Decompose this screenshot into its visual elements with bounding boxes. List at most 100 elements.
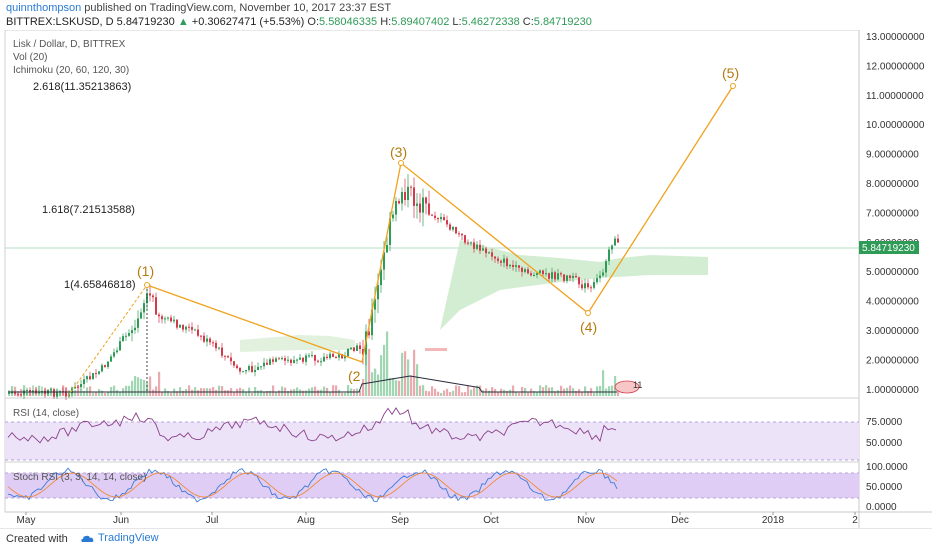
price-axis[interactable]: 13.00000000 12.00000000 11.00000000 10.0000… xyxy=(866,32,925,396)
candle-body xyxy=(584,283,586,289)
candle-body xyxy=(416,203,418,206)
volume-bar xyxy=(608,386,611,396)
volume-bar xyxy=(446,388,449,396)
volume-bar xyxy=(341,392,344,396)
wave-1-dashed-line[interactable] xyxy=(67,284,148,397)
volume-bar xyxy=(476,385,479,396)
wave-1-label: (1) xyxy=(137,263,154,279)
candle-body xyxy=(413,187,415,206)
candle-body xyxy=(122,336,124,342)
symbol: BITTREX:LSKUSD, D xyxy=(6,16,114,28)
candle-body xyxy=(437,217,439,220)
candle-body xyxy=(524,269,526,272)
tradingview-link[interactable]: TradingView xyxy=(80,532,159,544)
volume-bar xyxy=(575,390,578,396)
candle-body xyxy=(317,360,319,362)
volume-bar xyxy=(470,389,473,396)
wave-5-point[interactable] xyxy=(730,83,736,89)
publish-info: quinnthompson published on TradingView.c… xyxy=(6,2,391,14)
volume-bar xyxy=(587,391,590,396)
candle-body xyxy=(338,354,340,358)
candle-body xyxy=(380,269,382,286)
cloud-green xyxy=(240,335,355,352)
volume-bar xyxy=(518,392,521,396)
candle-body xyxy=(245,370,247,372)
volume-bar xyxy=(539,385,542,396)
candle-body xyxy=(134,327,136,331)
candle-body xyxy=(533,274,535,276)
open-label: O: xyxy=(307,16,320,28)
stoch-axis-0: 0.0000 xyxy=(866,502,897,513)
candle-body xyxy=(506,258,508,267)
main-pane[interactable] xyxy=(4,29,860,399)
candle-body xyxy=(452,226,454,230)
candle-body xyxy=(554,272,556,280)
volume-bar xyxy=(599,385,602,396)
candle-body xyxy=(98,371,100,374)
time-tick-label: Sep xyxy=(391,515,409,526)
volume-bar xyxy=(218,385,221,396)
volume-bar xyxy=(353,389,356,396)
wave-3-label: (3) xyxy=(390,144,407,160)
volume-bar xyxy=(293,389,296,396)
volume-bar xyxy=(245,392,248,396)
volume-bar xyxy=(68,390,71,396)
volume-bar xyxy=(479,385,482,396)
volume-bar xyxy=(125,385,128,396)
candle-body xyxy=(455,226,457,234)
candle-body xyxy=(422,197,424,213)
wave-1-point[interactable] xyxy=(144,282,150,288)
candle-body xyxy=(224,355,226,357)
price-tag-bg xyxy=(859,241,919,254)
author-link[interactable]: quinnthompson xyxy=(6,2,82,14)
candle-body xyxy=(332,353,334,357)
chart-area[interactable]: (1) (2 (3) (4) (5) 2.618(11.35213863) 1.… xyxy=(0,29,932,528)
candle-body xyxy=(155,297,157,315)
candle-body xyxy=(41,390,43,392)
candle-body xyxy=(236,365,238,369)
candle-body xyxy=(65,391,67,397)
candle-body xyxy=(209,338,211,343)
candle-body xyxy=(176,319,178,328)
volume-bar xyxy=(278,390,281,396)
volume-bar xyxy=(383,344,386,396)
volume-bar xyxy=(155,386,158,396)
candle-body xyxy=(458,233,460,235)
candle-body xyxy=(590,287,592,289)
candle-body xyxy=(542,270,544,275)
candle-body xyxy=(8,392,10,394)
candle-body xyxy=(461,233,463,236)
volume-bar xyxy=(281,386,284,396)
candle-body xyxy=(428,203,430,215)
candle-body xyxy=(329,353,331,358)
candle-body xyxy=(74,386,76,389)
time-tick-label: Jun xyxy=(113,515,129,526)
candle-body xyxy=(395,201,397,215)
time-axis[interactable]: May Jun Jul Aug Sep Oct Nov Dec 2018 2 xyxy=(17,512,859,526)
created-with-text: Created with xyxy=(6,533,68,545)
legend-stoch: Stoch RSI (3, 3, 14, 14, close) xyxy=(13,472,147,483)
volume-bar xyxy=(191,389,194,396)
candle-body xyxy=(167,317,169,319)
wave-3-point[interactable] xyxy=(398,160,404,166)
candle-body xyxy=(602,272,604,276)
volume-bar xyxy=(368,348,371,396)
fib-2618-label: 2.618(11.35213863) xyxy=(33,81,131,93)
candle-body xyxy=(551,272,553,279)
candle-body xyxy=(182,324,184,330)
events-badge[interactable] xyxy=(614,380,640,394)
volume-bar xyxy=(95,391,98,396)
candle-body xyxy=(611,245,613,250)
price-chart-canvas[interactable]: (1) (2 (3) (4) (5) 2.618(11.35213863) 1.… xyxy=(0,29,932,528)
volume-bar xyxy=(257,390,260,396)
candle-body xyxy=(569,275,571,279)
candle-body xyxy=(272,359,274,362)
candle-body xyxy=(110,356,112,362)
rsi-axis-75: 75.0000 xyxy=(866,417,903,428)
wave-4-point[interactable] xyxy=(585,310,591,316)
time-tick-label: Aug xyxy=(297,515,315,526)
low-value: 5.46272338 xyxy=(461,16,520,28)
candle-body xyxy=(320,361,322,363)
volume-ma-line xyxy=(8,375,617,393)
candle-body xyxy=(407,186,409,200)
